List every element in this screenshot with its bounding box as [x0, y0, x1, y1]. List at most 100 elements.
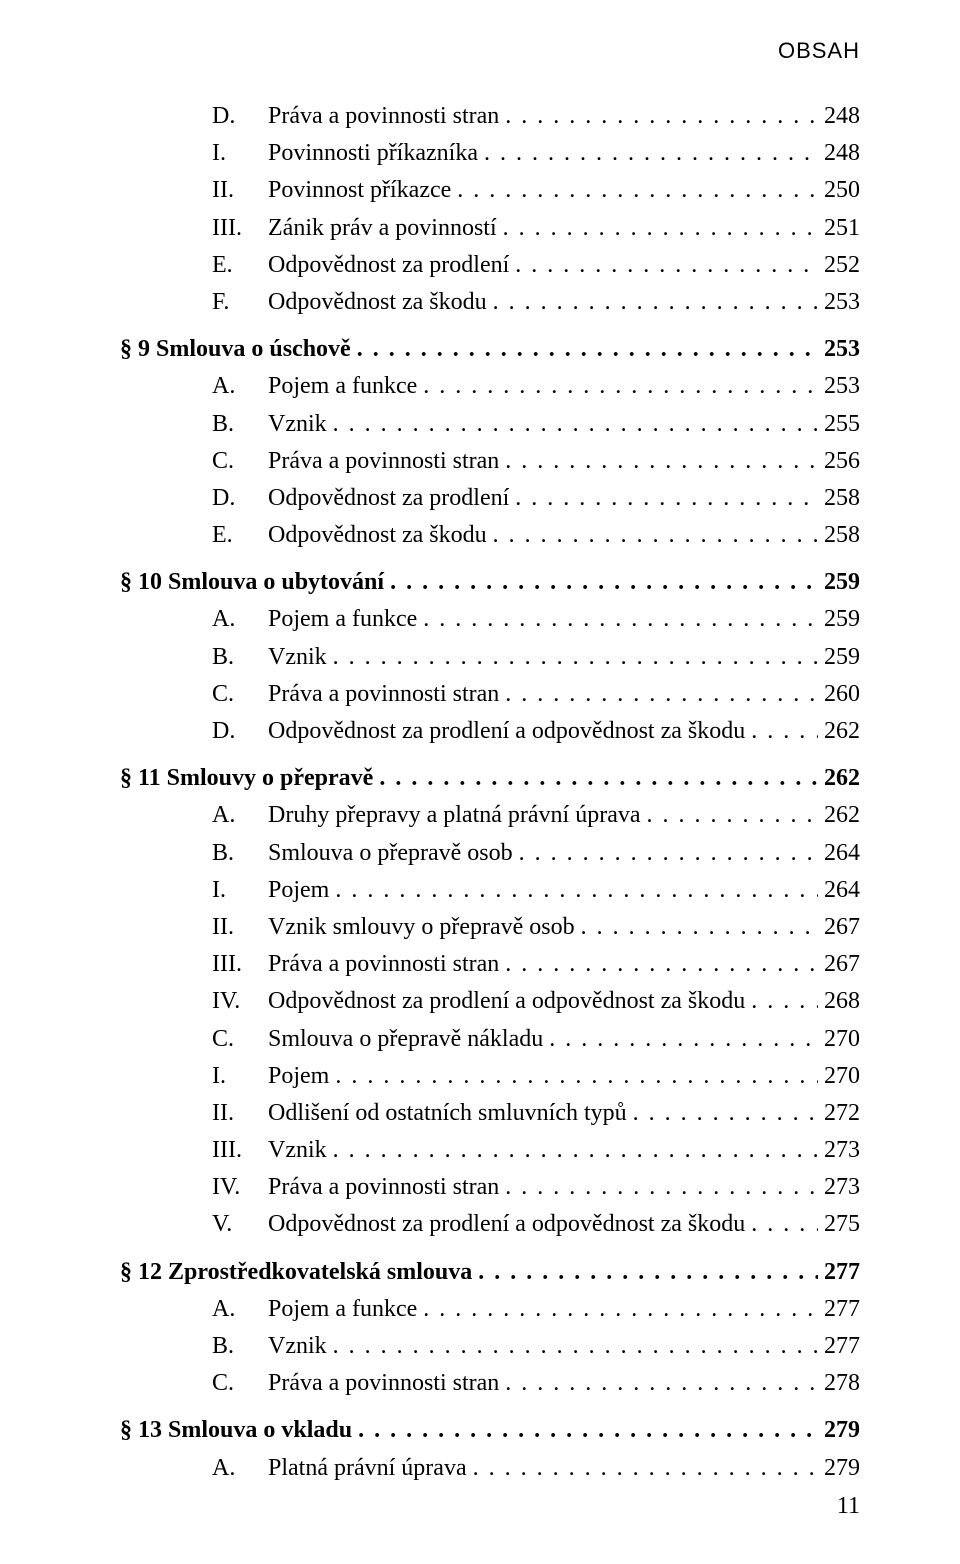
toc-leader-dots [549, 1021, 818, 1058]
toc-entry-marker: A. [212, 1450, 268, 1487]
toc-entry-text: Odlišení od ostatních smluvních typů [268, 1100, 627, 1126]
toc-entry: A.Pojem a funkce 277 [120, 1291, 860, 1328]
page-header: OBSAH [778, 38, 860, 64]
toc-entry-marker: D. [212, 98, 268, 135]
toc-entry: § 11 Smlouvy o přepravě 262 [120, 760, 860, 797]
toc-entry-page: 262 [824, 713, 860, 750]
toc-entry-page: 277 [824, 1254, 860, 1291]
toc-leader-dots [581, 909, 818, 946]
toc-entry: IV.Odpovědnost za prodlení a odpovědnost… [120, 983, 860, 1020]
toc-entry-marker: A. [212, 601, 268, 638]
toc-leader-dots [505, 1169, 818, 1206]
toc-leader-dots [379, 760, 818, 797]
toc-entry-label: § 11 Smlouvy o přepravě [120, 760, 373, 797]
toc-entry: E.Odpovědnost za prodlení 252 [120, 247, 860, 284]
toc-leader-dots [390, 564, 818, 601]
toc-entry-label: II.Povinnost příkazce [212, 172, 451, 209]
toc-entry-page: 259 [824, 564, 860, 601]
toc-entry-label: A.Platná právní úprava [212, 1450, 467, 1487]
toc-entry-text: Pojem a funkce [268, 1296, 417, 1322]
toc-leader-dots [751, 1206, 818, 1243]
toc-entry-marker: III. [212, 210, 268, 247]
toc-leader-dots [333, 406, 818, 443]
toc-entry-page: 258 [824, 517, 860, 554]
toc-entry: § 13 Smlouva o vkladu 279 [120, 1412, 860, 1449]
toc-entry-label: B.Vznik [212, 406, 327, 443]
toc-entry-label: II.Vznik smlouvy o přepravě osob [212, 909, 575, 946]
toc-entry-marker: E. [212, 247, 268, 284]
toc-entry-label: § 10 Smlouva o ubytování [120, 564, 384, 601]
toc-entry-marker: I. [212, 135, 268, 172]
toc-leader-dots [633, 1095, 818, 1132]
toc-entry-marker: E. [212, 517, 268, 554]
toc-entry-label: C.Práva a povinnosti stran [212, 443, 499, 480]
toc-entry-text: Odpovědnost za prodlení [268, 485, 509, 511]
toc-entry: A.Pojem a funkce 253 [120, 368, 860, 405]
toc-entry-page: 262 [824, 797, 860, 834]
toc-entry-marker: B. [212, 1328, 268, 1365]
toc-entry-label: II.Odlišení od ostatních smluvních typů [212, 1095, 627, 1132]
toc-leader-dots [751, 983, 818, 1020]
toc-entry-label: C.Smlouva o přepravě nákladu [212, 1021, 543, 1058]
toc-entry: I.Pojem 270 [120, 1058, 860, 1095]
toc-entry-page: 270 [824, 1058, 860, 1095]
toc-entry-page: 272 [824, 1095, 860, 1132]
toc-entry-page: 277 [824, 1328, 860, 1365]
toc-entry-page: 258 [824, 480, 860, 517]
toc-entry: D.Práva a povinnosti stran 248 [120, 98, 860, 135]
toc-entry-label: V.Odpovědnost za prodlení a odpovědnost … [212, 1206, 745, 1243]
toc-entry-text: Smlouva o přepravě nákladu [268, 1026, 543, 1052]
toc-entry-page: 267 [824, 946, 860, 983]
toc-leader-dots [423, 1291, 818, 1328]
toc-entry-label: I.Povinnosti příkazníka [212, 135, 478, 172]
toc-entry-marker: B. [212, 406, 268, 443]
toc-leader-dots [505, 946, 818, 983]
toc-entry-marker: III. [212, 1132, 268, 1169]
toc-leader-dots [358, 1412, 818, 1449]
toc-entry: IV.Práva a povinnosti stran 273 [120, 1169, 860, 1206]
toc-entry-page: 267 [824, 909, 860, 946]
toc-entry-marker: I. [212, 872, 268, 909]
toc-entry-label: E.Odpovědnost za prodlení [212, 247, 509, 284]
toc-entry: E.Odpovědnost za škodu 258 [120, 517, 860, 554]
toc-entry-label: A.Druhy přepravy a platná právní úprava [212, 797, 641, 834]
toc-entry-label: § 13 Smlouva o vkladu [120, 1412, 352, 1449]
toc-entry-page: 264 [824, 835, 860, 872]
toc-entry: A.Pojem a funkce 259 [120, 601, 860, 638]
toc-entry-text: Platná právní úprava [268, 1455, 467, 1481]
toc-entry-marker: D. [212, 713, 268, 750]
toc-entry-label: A.Pojem a funkce [212, 601, 417, 638]
toc-entry: § 12 Zprostředkovatelská smlouva 277 [120, 1254, 860, 1291]
toc-entry-text: Práva a povinnosti stran [268, 1370, 499, 1396]
toc-entry-marker: II. [212, 172, 268, 209]
toc-leader-dots [335, 1058, 818, 1095]
toc-entry-label: I.Pojem [212, 872, 329, 909]
toc-leader-dots [457, 172, 818, 209]
toc-entry: B.Smlouva o přepravě osob 264 [120, 835, 860, 872]
toc-leader-dots [473, 1450, 818, 1487]
toc-entry-text: Druhy přepravy a platná právní úprava [268, 802, 641, 828]
toc-entry-page: 255 [824, 406, 860, 443]
toc-leader-dots [423, 601, 818, 638]
toc-entry: § 10 Smlouva o ubytování 259 [120, 564, 860, 601]
toc-entry-page: 250 [824, 172, 860, 209]
toc-entry-page: 264 [824, 872, 860, 909]
toc-entry-text: Práva a povinnosti stran [268, 448, 499, 474]
toc-entry-page: 259 [824, 639, 860, 676]
toc-entry-text: Pojem a funkce [268, 606, 417, 632]
toc-entry: B.Vznik 259 [120, 639, 860, 676]
toc-entry-page: 253 [824, 368, 860, 405]
toc-entry-marker: D. [212, 480, 268, 517]
toc-leader-dots [478, 1254, 818, 1291]
toc-entry-label: B.Vznik [212, 639, 327, 676]
toc-leader-dots [515, 247, 818, 284]
toc-entry-page: 275 [824, 1206, 860, 1243]
toc-leader-dots [333, 639, 818, 676]
toc-entry-text: Vznik [268, 411, 327, 437]
toc-entry: C.Smlouva o přepravě nákladu 270 [120, 1021, 860, 1058]
toc-entry-marker: IV. [212, 1169, 268, 1206]
toc-entry-label: F.Odpovědnost za škodu [212, 284, 487, 321]
toc-leader-dots [515, 480, 818, 517]
toc-entry-text: Povinnosti příkazníka [268, 140, 478, 166]
toc-entry-marker: I. [212, 1058, 268, 1095]
